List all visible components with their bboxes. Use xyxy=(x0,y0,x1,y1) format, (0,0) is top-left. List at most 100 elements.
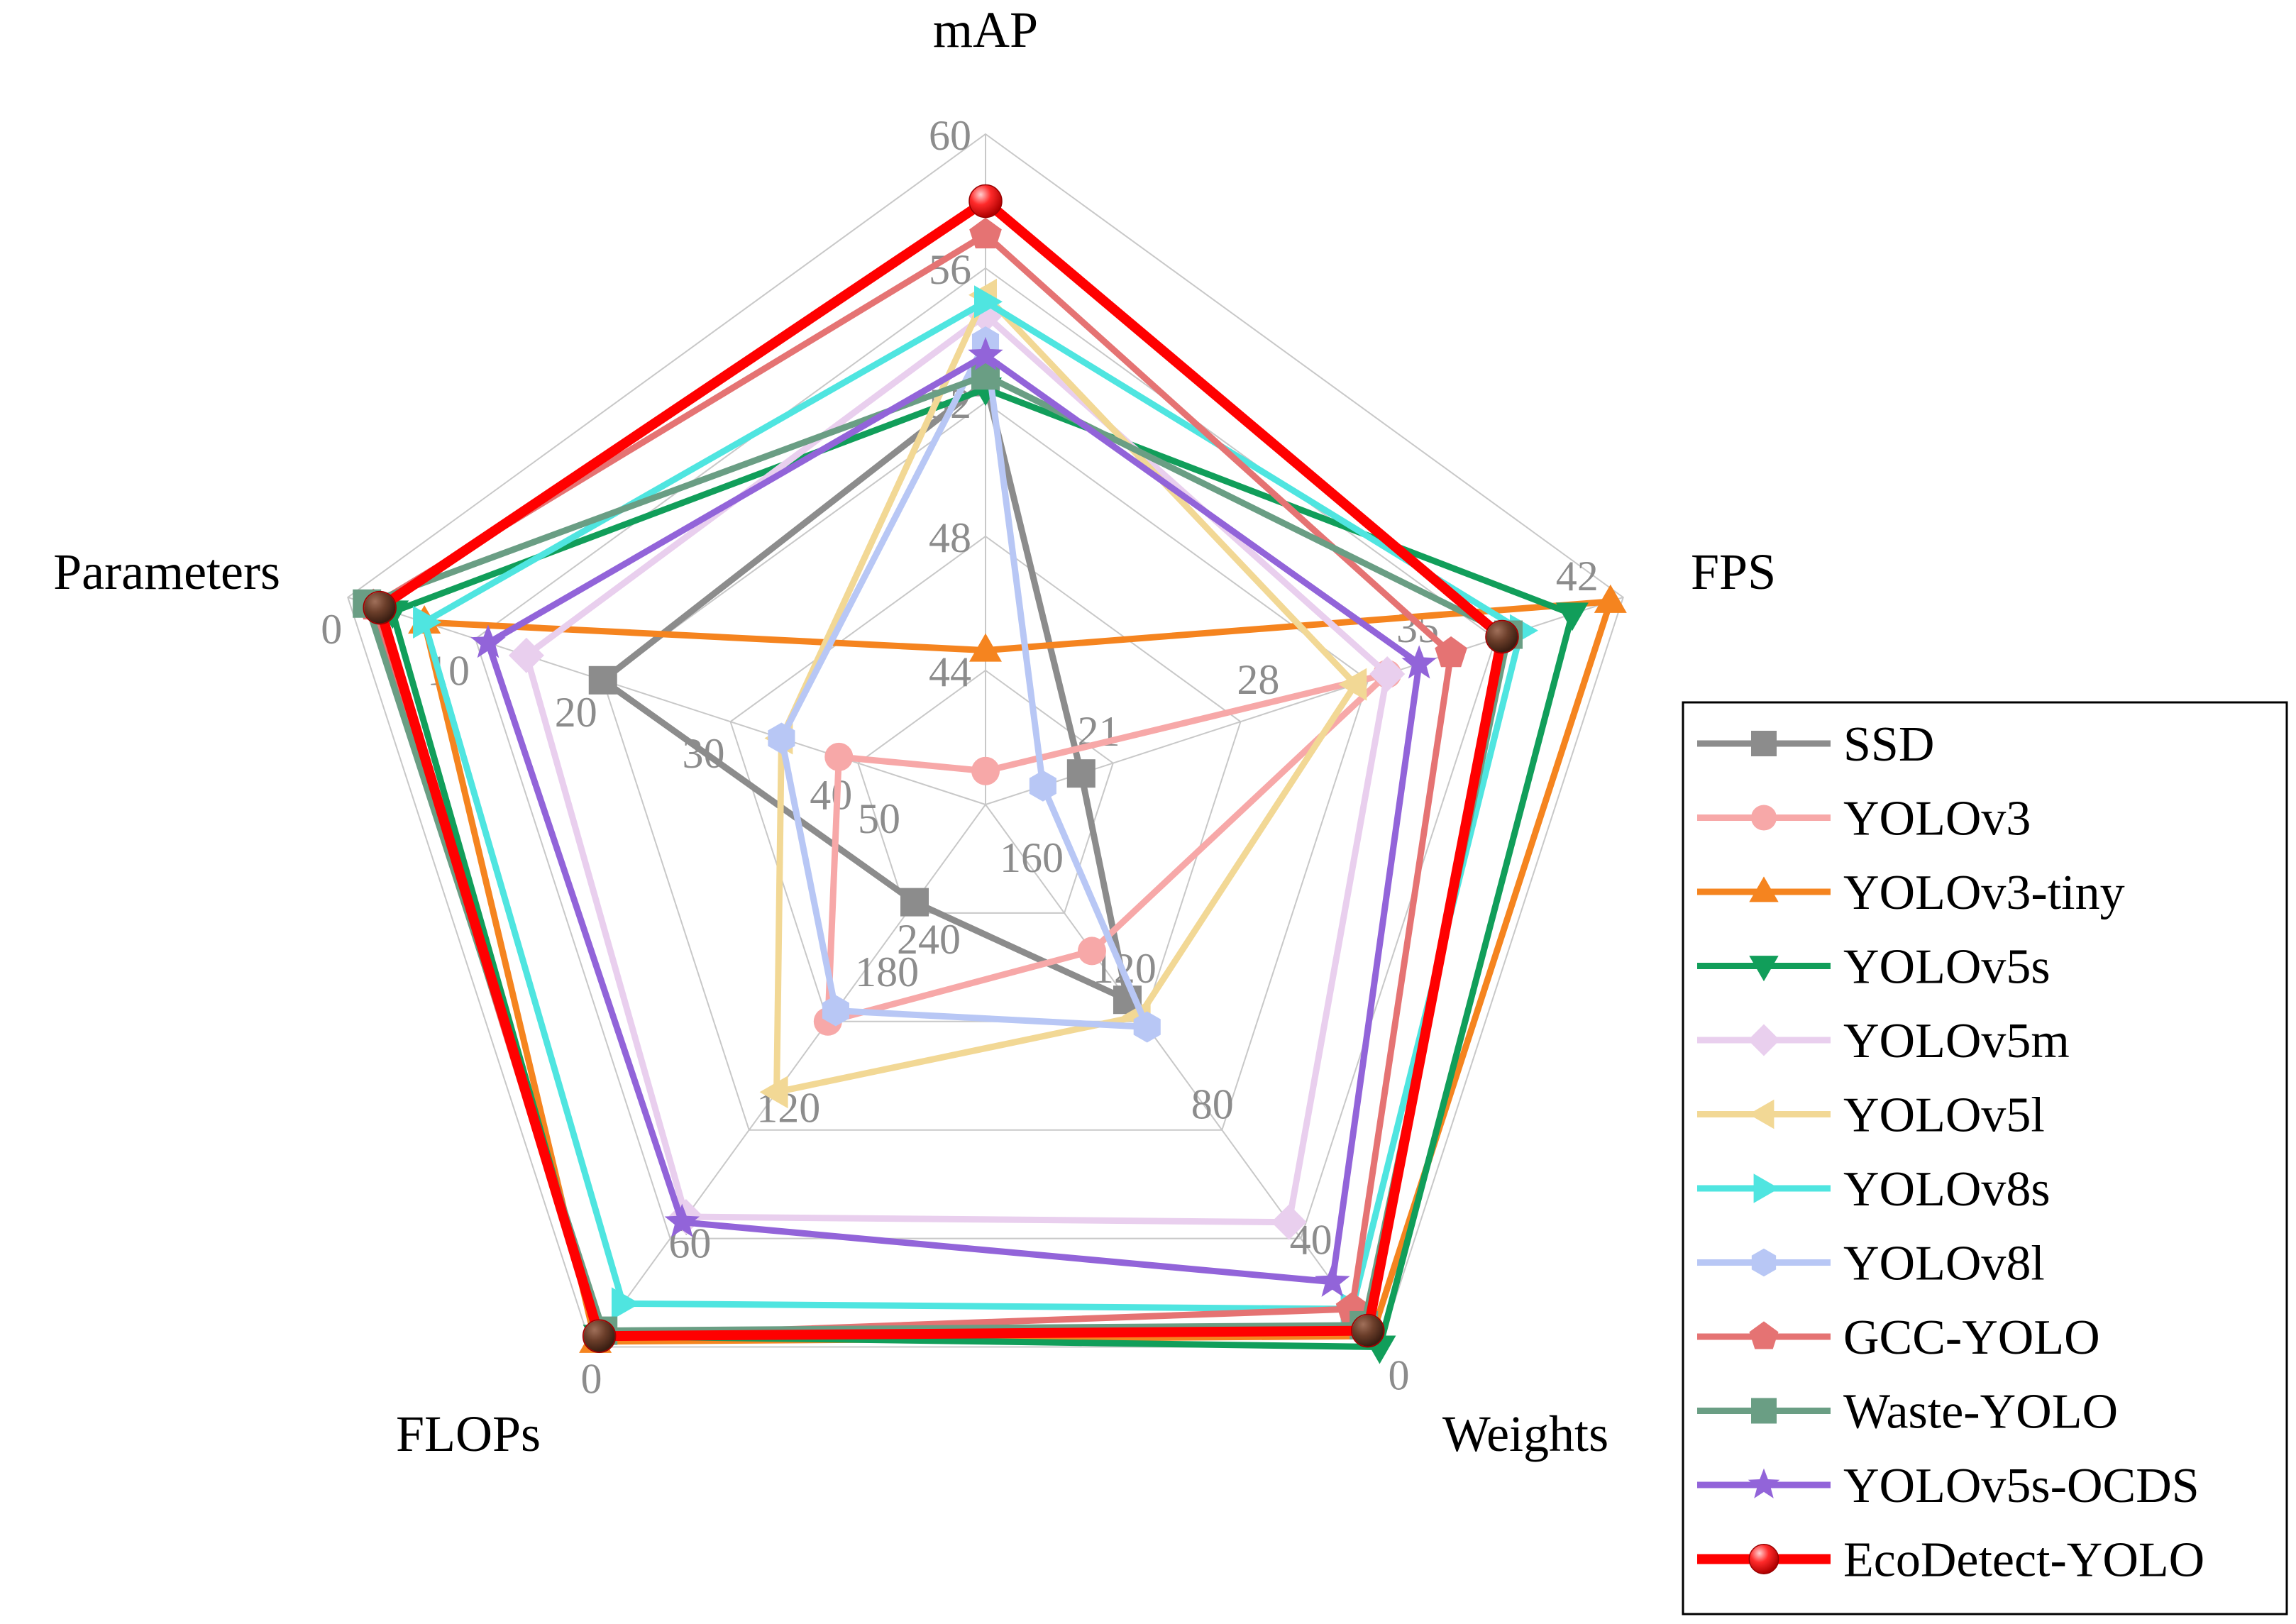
series-line-ecodetect-yolo xyxy=(375,196,1507,1342)
data-point-yolov3-tiny-fps xyxy=(1594,584,1627,613)
legend-label: YOLOv3 xyxy=(1843,792,2031,846)
tick-label-weights: 160 xyxy=(1000,834,1064,881)
tick-label-weights: 0 xyxy=(1388,1352,1409,1399)
legend-label: GCC-YOLO xyxy=(1843,1310,2100,1365)
axis-title-flops: FLOPs xyxy=(396,1405,541,1462)
legend-item-yolov8s: YOLOv8s xyxy=(1697,1162,2051,1217)
axis-titles: mAP FPS Weights FLOPs Parameters xyxy=(53,1,1776,1462)
data-point-yolov3-weights xyxy=(1077,937,1106,966)
series-line-yolov3 xyxy=(824,670,1391,1025)
legend-label: YOLOv8l xyxy=(1843,1237,2045,1291)
legend-marker-ssd xyxy=(1751,731,1777,756)
legend-label: YOLOv5s-OCDS xyxy=(1843,1459,2200,1513)
tick-label-flops: 240 xyxy=(897,916,961,963)
data-point-yolov5l-fps xyxy=(1338,668,1367,701)
tick-label-flops: 180 xyxy=(855,949,919,995)
axis-title-map: mAP xyxy=(933,1,1038,58)
data-point-ecodetect-yolo-map xyxy=(968,184,1003,219)
data-point-yolov5m-parameters xyxy=(508,637,544,673)
data-point-yolov5m-weights xyxy=(1271,1204,1307,1240)
series-yolov5s-ocds xyxy=(470,336,1437,1297)
data-point-yolov8l-weights xyxy=(1133,1011,1161,1043)
legend-item-yolov5l: YOLOv5l xyxy=(1697,1088,2045,1143)
series-line-yolov8s xyxy=(421,298,1525,1313)
legend-item-yolov8l: YOLOv8l xyxy=(1697,1237,2045,1291)
legend-label: YOLOv5s xyxy=(1843,940,2051,995)
legend-marker-yolov5m xyxy=(1748,1024,1780,1056)
tick-label-weights: 80 xyxy=(1191,1081,1234,1127)
legend-item-yolov3-tiny: YOLOv3-tiny xyxy=(1697,866,2125,920)
legend-item-waste-yolo: Waste-YOLO xyxy=(1697,1385,2118,1440)
tick-label-parameters: 50 xyxy=(858,795,900,842)
axis-spoke xyxy=(347,597,986,805)
data-point-yolov8l-parameters xyxy=(768,722,795,754)
data-point-yolov3-parameters xyxy=(824,742,854,771)
legend-label: YOLOv8s xyxy=(1843,1162,2051,1217)
data-point-gcc-yolo-fps xyxy=(1435,636,1467,668)
series-layer xyxy=(353,184,1627,1364)
legend-label: EcoDetect-YOLO xyxy=(1843,1533,2204,1588)
tick-labels: 4448525660212835420408012016006012018024… xyxy=(321,112,1598,1403)
overlay-points xyxy=(364,592,1518,1352)
legend-marker-gcc-yolo xyxy=(1749,1321,1779,1349)
series-yolov8s xyxy=(413,285,1538,1326)
grid-ring xyxy=(347,133,1624,1348)
tick-label-fps: 42 xyxy=(1556,553,1599,600)
legend-marker-ecodetect-yolo xyxy=(1748,1544,1779,1574)
data-point-yolov8l-fps xyxy=(1029,770,1056,802)
overlay-point-fps xyxy=(1486,621,1518,653)
series-ssd xyxy=(588,368,1142,1015)
legend-label: YOLOv5l xyxy=(1843,1088,2045,1143)
legend-label: SSD xyxy=(1843,717,1934,772)
legend-marker-yolov8s xyxy=(1753,1173,1779,1203)
data-point-ssd-fps xyxy=(1066,759,1095,788)
data-point-yolov3-tiny-map xyxy=(969,633,1002,662)
tick-label-map: 48 xyxy=(929,514,971,561)
tick-label-parameters: 20 xyxy=(555,689,597,736)
legend-item-yolov5s-ocds: YOLOv5s-OCDS xyxy=(1697,1459,2200,1513)
axis-spoke xyxy=(985,804,1381,1348)
legend-marker-yolov3 xyxy=(1751,805,1777,831)
tick-label-parameters: 0 xyxy=(321,606,342,653)
legend-marker-yolov5l xyxy=(1748,1099,1775,1129)
series-gcc-yolo xyxy=(357,217,1467,1350)
data-point-yolov5s-ocds-flops xyxy=(664,1203,700,1237)
tick-label-fps: 28 xyxy=(1237,656,1279,703)
data-point-gcc-yolo-map xyxy=(969,217,1002,249)
legend-item-ecodetect-yolo: EcoDetect-YOLO xyxy=(1697,1533,2204,1588)
legend-item-yolov5m: YOLOv5m xyxy=(1697,1014,2070,1068)
data-point-yolov8s-parameters xyxy=(413,606,442,639)
series-line-yolov5s xyxy=(389,385,1576,1351)
legend-item-ssd: SSD xyxy=(1697,717,1934,772)
legend-item-yolov5s: YOLOv5s xyxy=(1697,940,2051,995)
axis-spoke xyxy=(590,804,986,1348)
legend-marker-waste-yolo xyxy=(1751,1398,1777,1424)
axis-title-fps: FPS xyxy=(1691,543,1776,600)
overlay-point-parameters xyxy=(364,592,396,624)
data-point-yolov5s-fps xyxy=(1555,602,1589,631)
tick-label-flops: 0 xyxy=(581,1356,602,1403)
data-point-yolov5m-fps xyxy=(1369,656,1406,692)
data-point-ssd-flops xyxy=(900,888,929,917)
data-point-yolov5s-ocds-fps xyxy=(1401,645,1437,679)
overlay-point-flops xyxy=(583,1320,615,1352)
grid-ring xyxy=(474,267,1497,1239)
axis-title-parameters: Parameters xyxy=(53,543,280,600)
data-point-yolov5s-ocds-weights xyxy=(1315,1263,1350,1297)
data-point-yolov5s-ocds-map xyxy=(968,336,1003,370)
legend: SSD YOLOv3 YOLOv3-tiny YOLOv5s YOLOv5m YOLOv5… xyxy=(1682,701,2288,1615)
legend-item-gcc-yolo: GCC-YOLO xyxy=(1697,1310,2100,1365)
legend-label: YOLOv5m xyxy=(1843,1014,2070,1068)
data-point-yolov8s-flops xyxy=(611,1287,640,1320)
series-line-yolov5l xyxy=(773,292,1359,1095)
series-line-ssd xyxy=(600,379,1131,1003)
legend-item-yolov3: YOLOv3 xyxy=(1697,792,2031,846)
series-line-yolov8l xyxy=(778,338,1151,1030)
series-line-waste-yolo xyxy=(363,372,1512,1335)
series-line-yolov5m xyxy=(523,311,1391,1226)
tick-label-map: 60 xyxy=(929,112,971,159)
legend-label: Waste-YOLO xyxy=(1843,1385,2118,1440)
data-point-yolov8l-flops xyxy=(822,995,849,1027)
tick-label-parameters: 40 xyxy=(810,772,852,819)
